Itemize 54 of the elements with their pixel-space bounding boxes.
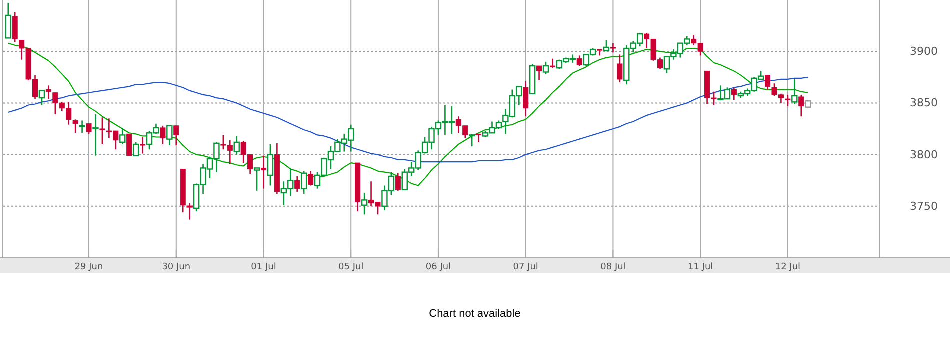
candlestick xyxy=(361,192,368,216)
candlestick xyxy=(468,134,476,148)
x-tick-label: 06 Jul xyxy=(426,262,452,272)
candlestick xyxy=(536,65,542,82)
candlestick xyxy=(254,168,260,192)
candlestick xyxy=(765,74,771,90)
candlestick xyxy=(12,12,18,43)
y-tick-label: 3850 xyxy=(910,96,938,110)
candlestick xyxy=(267,144,274,186)
y-tick-label: 3750 xyxy=(910,200,938,213)
candlestick xyxy=(308,170,314,186)
x-tick-label: 30 Jun xyxy=(162,262,191,272)
x-tick-label: 12 Jul xyxy=(775,262,801,272)
candlestick xyxy=(542,61,550,75)
line-series xyxy=(8,76,809,163)
candlestick xyxy=(523,80,529,118)
x-tick-label: 07 Jul xyxy=(513,262,538,272)
candlestick xyxy=(395,172,401,192)
candlestick xyxy=(92,114,99,156)
candlestick xyxy=(798,94,804,118)
candlestick xyxy=(785,94,791,107)
candlestick xyxy=(72,119,78,134)
candlestick xyxy=(86,123,92,135)
x-tick-label: 01 Jul xyxy=(251,262,276,272)
candlestick xyxy=(550,58,556,69)
candlestick xyxy=(132,142,140,156)
candlestick xyxy=(38,90,46,106)
candlestick xyxy=(300,170,308,195)
candlestick xyxy=(46,85,52,100)
candlestick xyxy=(476,134,482,144)
candlestick xyxy=(126,134,132,156)
candlestick xyxy=(610,42,616,54)
candlestick xyxy=(261,155,266,190)
candlestick xyxy=(792,78,798,105)
candlestick xyxy=(160,125,166,146)
candlestick xyxy=(234,136,240,156)
x-tick-label: 29 Jun xyxy=(74,262,104,272)
x-tick-label: 05 Jul xyxy=(338,262,364,272)
y-tick-label: 3800 xyxy=(910,148,938,162)
candlestick xyxy=(617,54,623,84)
y-tick-label: 3900 xyxy=(910,45,938,58)
x-tick-label: 11 Jul xyxy=(688,262,714,272)
candlestick xyxy=(140,136,146,154)
candlestick xyxy=(294,176,300,193)
text: Chart not available xyxy=(429,308,521,320)
candlestick xyxy=(174,125,180,146)
x-tick-label: 08 Jul xyxy=(600,262,626,272)
candlestick xyxy=(731,87,737,101)
candlestick xyxy=(166,125,173,146)
candlestick xyxy=(120,127,126,146)
candlestick xyxy=(79,120,86,134)
candlestick xyxy=(603,40,610,52)
candlestick xyxy=(576,55,582,67)
candlestick xyxy=(100,117,106,146)
